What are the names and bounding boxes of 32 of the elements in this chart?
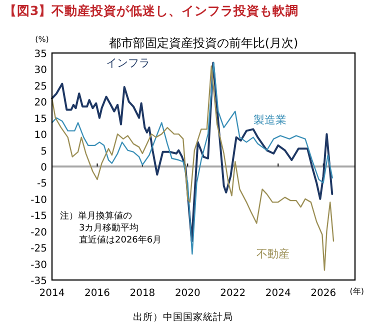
y-tick-label: -5 <box>37 178 47 190</box>
annotation: 注）単月換算値の3カ月移動平均 <box>60 210 139 234</box>
chart-title: 【図3】不動産投資が低迷し、インフラ投資も軟調 <box>4 3 299 18</box>
series-label: 製造業 <box>254 113 287 126</box>
y-tick-label: 30 <box>34 65 47 76</box>
y-tick-label: 10 <box>34 130 47 142</box>
text: 出所）中国国家統計局 <box>133 311 233 323</box>
y-axis-title: (%) <box>35 35 49 44</box>
x-tick-label: 2016 <box>84 288 110 299</box>
x-tick-label: 2014 <box>39 288 65 299</box>
y-tick-label: 15 <box>34 114 47 125</box>
chart-subtitle: 都市部固定資産投資の前年比(月次) <box>108 36 298 50</box>
y-tick-label: -20 <box>30 227 47 238</box>
x-tick-label: 2020 <box>174 288 200 299</box>
text: 不動産 <box>256 247 290 260</box>
x-tick-label: 2026 <box>310 288 336 299</box>
y-tick-label: -30 <box>30 260 47 271</box>
y-tick-label: -35 <box>30 276 47 287</box>
x-tick-label: 2024 <box>265 288 291 299</box>
y-tick-label: 35 <box>34 49 47 60</box>
y-tick-label: 0 <box>40 162 47 174</box>
y-tick-label: -10 <box>30 194 47 206</box>
y-tick-label: -25 <box>30 244 47 255</box>
x-tick-label: 2018 <box>130 288 156 299</box>
y-tick-label: 20 <box>34 98 47 109</box>
annotation: 直近値は2026年6月 <box>79 234 162 246</box>
y-tick-label: 5 <box>40 146 47 158</box>
y-tick-label: 25 <box>34 81 47 92</box>
y-tick-label: -15 <box>30 211 47 222</box>
x-tick-label: 2022 <box>220 288 246 299</box>
text: インフラ <box>106 56 150 70</box>
text: (年) <box>350 287 364 296</box>
